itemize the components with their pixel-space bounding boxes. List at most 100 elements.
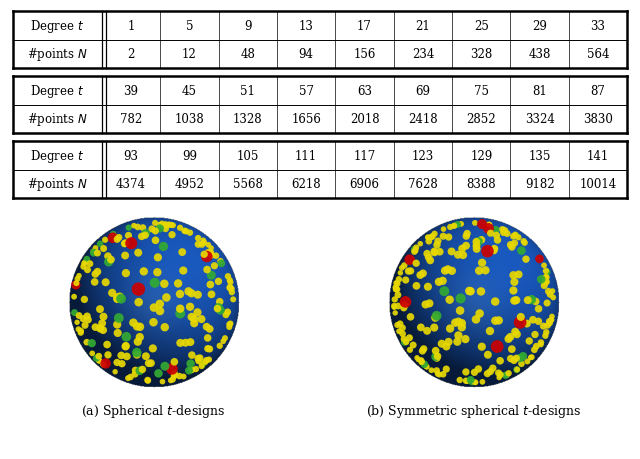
Point [93,353,104,360]
Point [523,297,533,304]
Point [405,313,415,321]
Point [545,319,555,327]
Point [399,336,409,343]
Point [536,339,546,347]
Point [120,343,131,351]
Point [114,314,124,322]
Point [158,243,168,251]
Text: 6218: 6218 [291,178,321,191]
Point [215,258,225,265]
Point [223,273,233,280]
Point [547,288,557,295]
Point [187,366,197,374]
Point [150,280,160,287]
Point [431,353,441,360]
Point [116,295,126,302]
Point [104,259,114,266]
Point [150,220,160,227]
Point [495,357,505,364]
Point [167,231,177,239]
Point [417,359,427,366]
Point [509,297,520,305]
Text: 21: 21 [415,20,430,33]
Point [458,252,468,259]
Point [214,342,225,350]
Point [114,234,124,241]
Point [520,240,530,247]
Point [102,341,112,348]
Point [406,268,416,275]
Point [95,306,105,313]
Point [391,286,401,293]
Text: 48: 48 [241,48,255,62]
Point [490,227,500,234]
Point [461,242,471,250]
Point [408,341,419,349]
Point [395,320,405,328]
Point [522,320,532,328]
Text: Degree $t$: Degree $t$ [30,83,84,100]
Point [115,293,125,301]
Point [494,374,504,381]
Point [92,269,102,276]
Point [474,310,484,318]
Point [431,347,441,355]
Text: 57: 57 [299,84,314,98]
Point [148,345,158,353]
Point [205,281,216,289]
Point [175,340,186,347]
Point [199,239,209,246]
Point [198,237,209,245]
Point [97,320,108,327]
Text: 33: 33 [591,20,605,33]
Point [152,269,163,276]
Text: 141: 141 [587,149,609,162]
Point [70,282,81,289]
Point [163,222,173,229]
Point [452,338,463,346]
Point [536,341,546,348]
Point [122,353,132,360]
Point [511,355,522,362]
Point [205,249,216,257]
Point [98,327,108,334]
Point [159,324,170,331]
Point [508,272,518,279]
Point [432,355,442,362]
Point [134,334,145,341]
Text: 10014: 10014 [579,178,617,191]
Text: 4374: 4374 [116,178,146,191]
Point [543,288,554,295]
Point [71,280,81,287]
Point [99,245,109,252]
Point [531,298,541,305]
Point [542,269,552,276]
Point [472,246,482,253]
Point [476,236,486,244]
Point [100,360,111,367]
Point [169,358,179,366]
Point [225,284,235,291]
Point [541,268,551,275]
Point [218,338,228,345]
Point [180,339,191,347]
Point [202,266,212,274]
Point [525,354,536,361]
Point [74,273,84,280]
Point [166,222,177,229]
Point [92,250,102,257]
Point [131,367,141,374]
Point [120,240,131,247]
Point [527,354,537,361]
Point [462,378,472,385]
Text: 105: 105 [237,149,259,162]
Point [506,355,516,363]
Point [504,336,514,343]
Point [416,357,426,364]
Text: 87: 87 [591,84,605,98]
Point [204,356,214,364]
Point [538,323,548,330]
Point [545,291,555,298]
Point [541,329,552,336]
Point [138,224,148,232]
